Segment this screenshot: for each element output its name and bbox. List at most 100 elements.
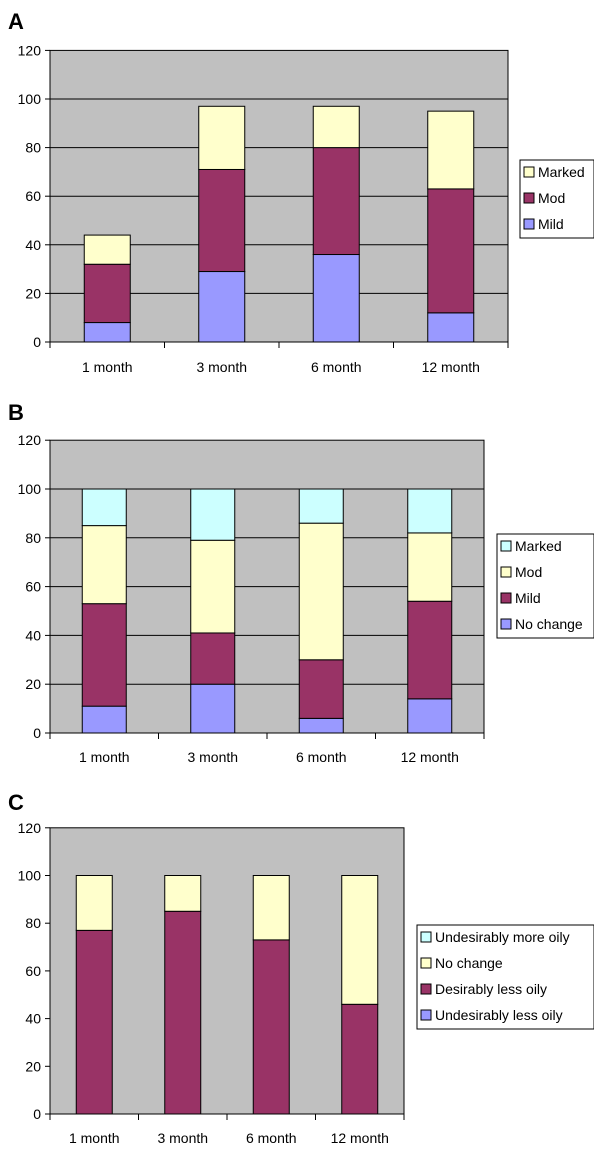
bar-segment — [427, 110, 475, 190]
bar-segment — [83, 234, 131, 265]
bar-segment — [75, 929, 113, 1115]
bar-segment — [75, 875, 113, 931]
legend-label: Mild — [515, 590, 541, 606]
bar-segment — [83, 322, 131, 343]
legend-swatch — [500, 540, 512, 552]
bar-segment — [407, 600, 453, 700]
legend-box — [496, 533, 594, 639]
x-tick-label: 6 month — [296, 749, 347, 765]
y-tick-label: 20 — [25, 1058, 41, 1074]
y-tick-label: 60 — [25, 963, 41, 979]
bar-segment — [312, 254, 360, 343]
bar-segment — [164, 910, 202, 1115]
y-tick-label: 80 — [25, 915, 41, 931]
bar-segment — [164, 875, 202, 912]
y-tick-label: 80 — [25, 140, 41, 156]
legend-label: No change — [515, 616, 583, 632]
bar-segment — [198, 168, 246, 273]
x-tick-label: 1 month — [79, 749, 130, 765]
legend-swatch — [500, 566, 512, 578]
legend-label: Desirably less oily — [435, 981, 547, 997]
legend-swatch — [500, 618, 512, 630]
bar-segment — [190, 683, 236, 734]
legend-swatch — [420, 1009, 432, 1021]
panel-letter-c: C — [8, 790, 24, 815]
bar-segment — [298, 522, 344, 661]
legend-swatch — [523, 218, 535, 230]
bar-segment — [298, 659, 344, 719]
x-tick-label: 6 month — [311, 359, 362, 375]
x-tick-label: 1 month — [69, 1130, 120, 1146]
bar-segment — [198, 105, 246, 170]
y-tick-label: 40 — [25, 1011, 41, 1027]
y-tick-label: 0 — [33, 725, 41, 741]
y-tick-label: 120 — [18, 42, 42, 58]
bar-segment — [81, 525, 127, 605]
legend-swatch — [523, 192, 535, 204]
y-tick-label: 120 — [18, 820, 42, 836]
y-tick-label: 0 — [33, 334, 41, 350]
panel-a: A 0 20 40 60 80 100 120 1 month 3 month 6 month 12… — [8, 9, 594, 375]
x-tick-label: 12 month — [422, 359, 480, 375]
bar-segment — [312, 105, 360, 149]
bar-segment — [341, 1003, 379, 1115]
legend-swatch — [420, 957, 432, 969]
bar-segment — [198, 271, 246, 343]
legend-label: Marked — [515, 538, 562, 554]
legend-label: Mod — [515, 564, 542, 580]
y-tick-label: 80 — [25, 530, 41, 546]
legend-label: Undesirably less oily — [435, 1007, 563, 1023]
y-tick-label: 0 — [33, 1106, 41, 1122]
legend-label: Marked — [538, 164, 585, 180]
bar-segment — [81, 705, 127, 734]
bar-segment — [83, 263, 131, 324]
legend-swatch — [420, 983, 432, 995]
y-tick-label: 100 — [18, 91, 42, 107]
bar-segment — [190, 539, 236, 634]
x-tick-label: 3 month — [196, 359, 247, 375]
legend-label: Undesirably more oily — [435, 929, 570, 945]
bar-segment — [252, 875, 290, 941]
bar-segment — [407, 488, 453, 534]
bar-segment — [81, 603, 127, 707]
y-tick-label: 60 — [25, 188, 41, 204]
y-tick-label: 40 — [25, 237, 41, 253]
bar-segment — [427, 312, 475, 343]
bar-segment — [190, 488, 236, 541]
legend-box — [416, 924, 594, 1030]
bar-segment — [427, 188, 475, 314]
panel-letter-a: A — [8, 9, 24, 34]
bar-segment — [312, 147, 360, 256]
x-tick-label: 3 month — [187, 749, 238, 765]
y-tick-label: 20 — [25, 676, 41, 692]
legend-label: Mild — [538, 216, 564, 232]
x-tick-label: 12 month — [331, 1130, 389, 1146]
bar-segment — [298, 717, 344, 734]
bar-segment — [81, 488, 127, 527]
panel-letter-b: B — [8, 400, 24, 425]
y-tick-label: 40 — [25, 627, 41, 643]
y-tick-label: 20 — [25, 285, 41, 301]
legend-swatch — [500, 592, 512, 604]
bar-segment — [190, 632, 236, 685]
panel-c: C 0 20 40 60 80 100 120 1 month 3 month 6 month 12… — [8, 790, 594, 1146]
legend-swatch — [420, 931, 432, 943]
bar-segment — [407, 698, 453, 734]
y-tick-label: 120 — [18, 432, 42, 448]
x-tick-label: 3 month — [157, 1130, 208, 1146]
panel-b: B 0 20 40 60 80 100 120 1 month 3 month 6 month 12… — [8, 400, 594, 765]
legend-label: No change — [435, 955, 503, 971]
bar-segment — [341, 875, 379, 1005]
bar-segment — [407, 532, 453, 602]
x-tick-label: 1 month — [82, 359, 133, 375]
x-tick-label: 12 month — [401, 749, 459, 765]
bar-segment — [298, 488, 344, 524]
x-tick-label: 6 month — [246, 1130, 297, 1146]
legend-swatch — [523, 166, 535, 178]
y-tick-label: 60 — [25, 579, 41, 595]
bar-segment — [252, 939, 290, 1115]
y-tick-label: 100 — [18, 481, 42, 497]
y-tick-label: 100 — [18, 868, 42, 884]
legend-label: Mod — [538, 190, 565, 206]
